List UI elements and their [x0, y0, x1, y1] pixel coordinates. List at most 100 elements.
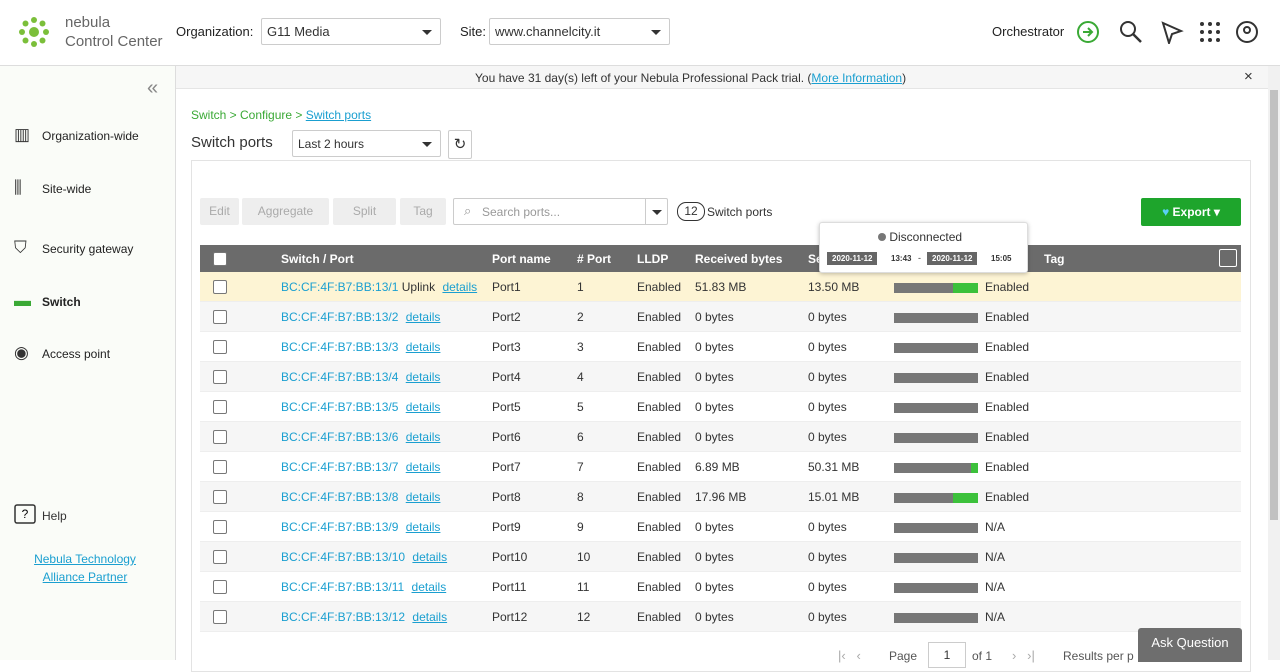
- orchestrator-icon[interactable]: [1076, 20, 1100, 44]
- partner-link[interactable]: Nebula Technology: [0, 552, 170, 566]
- range-select[interactable]: Last 2 hours: [292, 130, 441, 157]
- account-icon[interactable]: [1235, 20, 1259, 44]
- search-box[interactable]: ⌕Search ports...: [453, 198, 668, 225]
- table-row[interactable]: BC:CF:4F:B7:BB:13/4 detailsPort44Enabled…: [200, 362, 1241, 392]
- row-checkbox[interactable]: [213, 280, 227, 294]
- help-icon[interactable]: ?: [13, 503, 37, 527]
- nav-item[interactable]: Organization-wide: [42, 129, 139, 143]
- nav-icon[interactable]: ◉: [14, 343, 29, 363]
- nav-icon[interactable]: ⛉: [14, 238, 27, 258]
- table-row[interactable]: BC:CF:4F:B7:BB:13/2 detailsPort22Enabled…: [200, 302, 1241, 332]
- table-row[interactable]: BC:CF:4F:B7:BB:13/1 Uplink detailsPort11…: [200, 272, 1241, 302]
- collapse[interactable]: «: [147, 77, 158, 100]
- row-checkbox[interactable]: [213, 610, 227, 624]
- details-link[interactable]: details: [406, 490, 441, 504]
- port-link[interactable]: BC:CF:4F:B7:BB:13/1: [281, 280, 398, 294]
- port-link[interactable]: BC:CF:4F:B7:BB:13/5: [281, 400, 398, 414]
- site-select[interactable]: www.channelcity.it: [489, 18, 670, 45]
- table-row[interactable]: BC:CF:4F:B7:BB:13/9 detailsPort99Enabled…: [200, 512, 1241, 542]
- nav-item[interactable]: Switch: [42, 295, 81, 309]
- cell-status: Enabled: [985, 340, 1029, 354]
- banner-link[interactable]: More Information: [811, 71, 902, 85]
- table-row[interactable]: BC:CF:4F:B7:BB:13/11 detailsPort1111Enab…: [200, 572, 1241, 602]
- details-link[interactable]: details: [412, 610, 447, 624]
- orchestrator[interactable]: Orchestrator: [992, 24, 1064, 39]
- row-checkbox[interactable]: [213, 490, 227, 504]
- page-input[interactable]: 1: [928, 642, 966, 668]
- org-select[interactable]: G11 Media: [261, 18, 441, 45]
- port-link[interactable]: BC:CF:4F:B7:BB:13/11: [281, 580, 404, 594]
- select-all[interactable]: [213, 252, 227, 266]
- alert-icon[interactable]: [1160, 20, 1184, 44]
- port-link[interactable]: BC:CF:4F:B7:BB:13/9: [281, 520, 398, 534]
- nav-item[interactable]: Site-wide: [42, 182, 91, 196]
- cell-status: N/A: [985, 580, 1005, 594]
- details-link[interactable]: details: [406, 520, 441, 534]
- port-link[interactable]: BC:CF:4F:B7:BB:13/6: [281, 430, 398, 444]
- cell-status: Enabled: [985, 280, 1029, 294]
- cell-status: N/A: [985, 550, 1005, 564]
- table-row[interactable]: BC:CF:4F:B7:BB:13/3 detailsPort33Enabled…: [200, 332, 1241, 362]
- crumb-current[interactable]: Switch ports: [306, 108, 371, 122]
- details-link[interactable]: details: [406, 400, 441, 414]
- crumb[interactable]: Switch > Configure >: [191, 108, 302, 122]
- nav-icon[interactable]: ⫼: [14, 178, 22, 198]
- refresh[interactable]: ↻: [448, 130, 472, 159]
- details-link[interactable]: details: [442, 280, 477, 294]
- nav-icon[interactable]: ▥: [14, 125, 30, 145]
- cell-received: 51.83 MB: [695, 280, 746, 294]
- details-link[interactable]: details: [406, 370, 441, 384]
- row-checkbox[interactable]: [213, 400, 227, 414]
- table-row[interactable]: BC:CF:4F:B7:BB:13/6 detailsPort66Enabled…: [200, 422, 1241, 452]
- row-checkbox[interactable]: [213, 460, 227, 474]
- table-row[interactable]: BC:CF:4F:B7:BB:13/12 detailsPort1212Enab…: [200, 602, 1241, 632]
- port-link[interactable]: BC:CF:4F:B7:BB:13/10: [281, 550, 405, 564]
- details-link[interactable]: details: [406, 430, 441, 444]
- page-next[interactable]: › ›|: [1012, 648, 1035, 663]
- port-link[interactable]: BC:CF:4F:B7:BB:13/12: [281, 610, 405, 624]
- page-prev[interactable]: |‹ ‹: [838, 648, 861, 663]
- details-link[interactable]: details: [412, 550, 447, 564]
- nav-item[interactable]: Security gateway: [42, 242, 133, 256]
- details-link[interactable]: details: [406, 460, 441, 474]
- port-link[interactable]: BC:CF:4F:B7:BB:13/3: [281, 340, 398, 354]
- nav-item[interactable]: Access point: [42, 347, 110, 361]
- nav-icon[interactable]: ▬: [14, 291, 31, 311]
- port-link[interactable]: BC:CF:4F:B7:BB:13/2: [281, 310, 398, 324]
- aggregate-button[interactable]: Aggregate: [242, 198, 329, 225]
- apps-icon[interactable]: [1199, 21, 1221, 43]
- table-row[interactable]: BC:CF:4F:B7:BB:13/7 detailsPort77Enabled…: [200, 452, 1241, 482]
- row-checkbox[interactable]: [213, 550, 227, 564]
- details-link[interactable]: details: [406, 310, 441, 324]
- export-button[interactable]: ♥ Export ▾: [1141, 198, 1241, 226]
- help[interactable]: Help: [42, 509, 67, 523]
- row-checkbox[interactable]: [213, 310, 227, 324]
- row-checkbox[interactable]: [213, 370, 227, 384]
- row-checkbox[interactable]: [213, 340, 227, 354]
- table-row[interactable]: BC:CF:4F:B7:BB:13/5 detailsPort55Enabled…: [200, 392, 1241, 422]
- scrollbar[interactable]: [1268, 66, 1280, 660]
- cell-lldp: Enabled: [637, 490, 681, 504]
- partner-link[interactable]: Alliance Partner: [0, 570, 170, 584]
- row-checkbox[interactable]: [213, 520, 227, 534]
- tag-button[interactable]: Tag: [400, 198, 446, 225]
- row-checkbox[interactable]: [213, 430, 227, 444]
- row-checkbox[interactable]: [213, 580, 227, 594]
- details-link[interactable]: details: [412, 580, 447, 594]
- tooltip-end-date: 2020-11-12: [927, 252, 977, 265]
- cell-status: Enabled: [985, 490, 1029, 504]
- edit-button[interactable]: Edit: [200, 198, 239, 225]
- cell-received: 0 bytes: [695, 580, 734, 594]
- split-button[interactable]: Split: [333, 198, 396, 225]
- search-icon[interactable]: [1118, 19, 1144, 45]
- details-link[interactable]: details: [406, 340, 441, 354]
- port-link[interactable]: BC:CF:4F:B7:BB:13/4: [281, 370, 398, 384]
- cell-number: 12: [577, 610, 590, 624]
- port-link[interactable]: BC:CF:4F:B7:BB:13/7: [281, 460, 398, 474]
- ask-question[interactable]: Ask Question: [1138, 628, 1242, 662]
- table-row[interactable]: BC:CF:4F:B7:BB:13/10 detailsPort1010Enab…: [200, 542, 1241, 572]
- port-link[interactable]: BC:CF:4F:B7:BB:13/8: [281, 490, 398, 504]
- banner-close[interactable]: ×: [1244, 68, 1253, 85]
- cell-sent: 0 bytes: [808, 310, 847, 324]
- table-row[interactable]: BC:CF:4F:B7:BB:13/8 detailsPort88Enabled…: [200, 482, 1241, 512]
